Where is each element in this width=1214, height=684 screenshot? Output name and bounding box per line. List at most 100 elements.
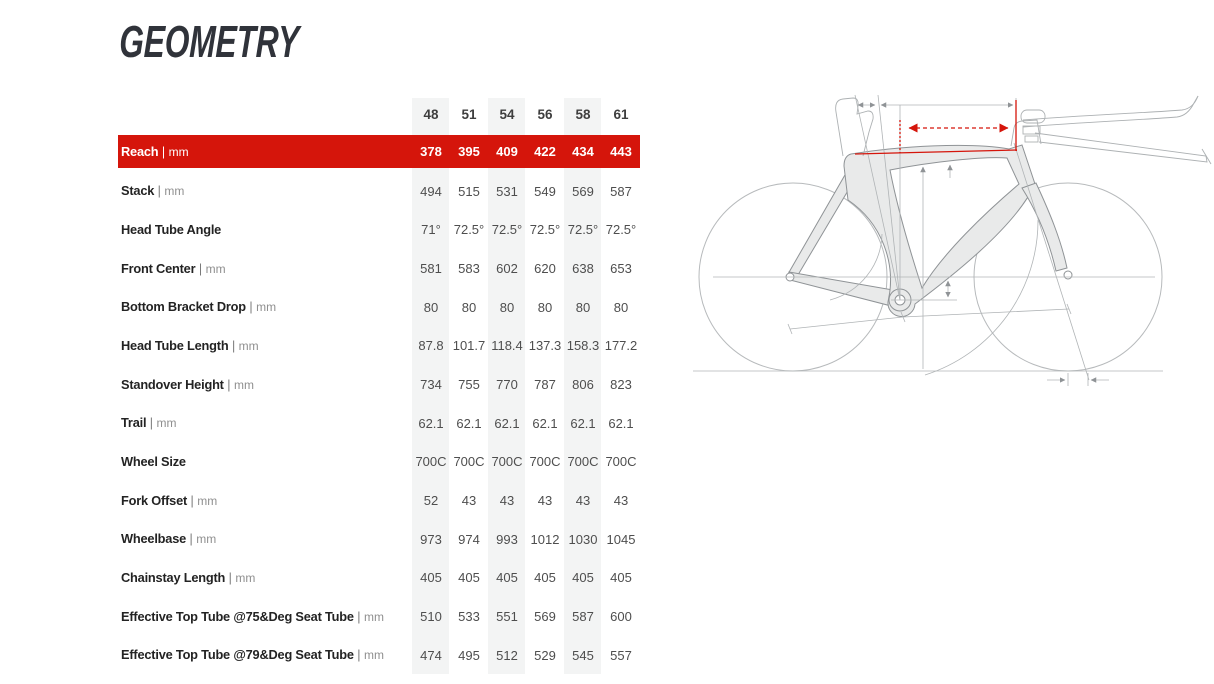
dim-tick <box>787 323 793 335</box>
geometry-value: 587 <box>610 183 632 199</box>
geometry-value: 549 <box>534 183 556 199</box>
dim-tick <box>900 311 906 323</box>
row-unit: mm <box>235 570 256 585</box>
row-unit: mm <box>364 609 385 624</box>
geometry-value: 700C <box>605 454 637 470</box>
geometry-value: 638 <box>572 261 594 277</box>
armrest-pad <box>1020 109 1046 124</box>
geometry-value: 62.1 <box>570 415 596 431</box>
geometry-value: 806 <box>572 377 594 393</box>
label-unit-separator: | <box>225 570 236 585</box>
geometry-value: 557 <box>610 647 632 663</box>
geometry-value: 700C <box>529 454 561 470</box>
size-column-header: 61 <box>613 106 629 122</box>
table-row: Wheel Size 700C 700C 700C 700C 700C 700C <box>118 443 640 482</box>
label-unit-separator: | <box>195 261 206 276</box>
geometry-value: 52 <box>423 493 439 509</box>
size-column-header: 56 <box>537 106 553 122</box>
geometry-value: 533 <box>458 609 480 625</box>
geometry-value: 177.2 <box>604 338 638 354</box>
extension-top <box>1022 95 1199 121</box>
geometry-value: 378 <box>420 144 442 159</box>
table-row: Front Center | mm 581 583 602 620 638 653 <box>118 249 640 288</box>
row-unit: mm <box>196 532 217 547</box>
geometry-value: 43 <box>499 493 515 509</box>
geometry-value: 405 <box>420 570 442 586</box>
geometry-value: 787 <box>534 377 556 393</box>
table-rows: Reach | mm 378 395 409 422 434 443 Stack | mm 49… <box>118 135 640 675</box>
geometry-value: 422 <box>534 144 556 159</box>
geometry-value: 974 <box>458 531 480 547</box>
row-unit: mm <box>256 300 277 315</box>
geometry-value: 581 <box>420 261 442 277</box>
row-label: Chainstay Length | mm <box>121 569 256 585</box>
geometry-value: 653 <box>610 261 632 277</box>
cockpit-dimension-tick <box>1201 148 1212 165</box>
row-unit: mm <box>364 648 385 663</box>
row-unit: mm <box>197 493 218 508</box>
geometry-value: 62.1 <box>418 415 444 431</box>
row-label: Stack | mm <box>121 183 185 199</box>
label-unit-separator: | <box>146 416 157 431</box>
label-unit-separator: | <box>228 338 239 353</box>
row-label: Head Tube Angle <box>121 221 222 237</box>
geometry-value: 1012 <box>530 531 560 547</box>
dimension-lines <box>693 94 1163 386</box>
row-unit: mm <box>238 338 259 353</box>
geometry-value: 395 <box>458 144 480 159</box>
geometry-table: 48 51 54 56 58 61 Reach | mm 378 395 409 422 434 44… <box>118 98 640 674</box>
label-unit-separator: | <box>353 648 365 663</box>
geometry-value: 158.3 <box>566 338 600 354</box>
size-column-header: 58 <box>575 106 591 122</box>
row-label: Trail | mm <box>121 415 177 431</box>
geometry-value: 587 <box>572 609 594 625</box>
geometry-value: 87.8 <box>418 338 444 354</box>
geometry-value: 72.5° <box>491 222 523 238</box>
geometry-value: 973 <box>420 531 442 547</box>
geometry-value: 434 <box>572 144 594 159</box>
row-label: Effective Top Tube @79&Deg Seat Tube | m… <box>121 647 385 663</box>
seat-angle-75-line <box>854 94 901 301</box>
aerobars <box>1010 95 1212 165</box>
geometry-value: 545 <box>572 647 594 663</box>
geometry-value: 512 <box>496 647 518 663</box>
column-stripe <box>412 98 449 674</box>
geometry-value: 474 <box>420 647 442 663</box>
row-label: Front Center | mm <box>121 260 226 276</box>
bar-clamp <box>1024 135 1039 143</box>
geometry-value: 43 <box>613 493 629 509</box>
steering-axis-line <box>1013 142 1090 381</box>
geometry-value: 734 <box>420 377 442 393</box>
geometry-value: 62.1 <box>456 415 482 431</box>
label-unit-separator: | <box>158 144 169 159</box>
row-label: Head Tube Length | mm <box>121 337 259 353</box>
table-row: Standover Height | mm 734 755 770 787 806 823 <box>118 365 640 404</box>
geometry-value: 600 <box>610 609 632 625</box>
size-column-header: 48 <box>423 106 439 122</box>
table-row: Head Tube Length | mm 87.8 101.7 118.4 137.3… <box>118 327 640 366</box>
dim-tick <box>1066 303 1072 315</box>
geometry-value: 72.5° <box>567 222 599 238</box>
geometry-value: 62.1 <box>608 415 634 431</box>
row-label: Bottom Bracket Drop | mm <box>121 299 277 315</box>
bike-geometry-diagram <box>693 94 1212 386</box>
page-title: GEOMETRY <box>118 16 300 67</box>
seat-mast <box>835 97 874 157</box>
geometry-value: 770 <box>496 377 518 393</box>
row-label: Reach | mm <box>121 143 189 159</box>
geometry-value: 43 <box>575 493 591 509</box>
geometry-value: 72.5° <box>453 222 485 238</box>
geometry-value: 405 <box>458 570 480 586</box>
geometry-value: 494 <box>420 183 442 199</box>
table-row: Fork Offset | mm 52 43 43 43 43 43 <box>118 481 640 520</box>
geometry-value: 80 <box>613 299 629 315</box>
head-angle-arc <box>924 219 1039 376</box>
chainstay-frontcenter-line <box>789 308 1070 330</box>
table-row: Trail | mm 62.1 62.1 62.1 62.1 62.1 62.1 <box>118 404 640 443</box>
geometry-value: 43 <box>537 493 553 509</box>
row-label: Wheelbase | mm <box>121 531 217 547</box>
geometry-value: 409 <box>496 144 518 159</box>
table-row: Head Tube Angle 71° 72.5° 72.5° 72.5° 72.5° 72… <box>118 211 640 250</box>
geometry-value: 495 <box>458 647 480 663</box>
